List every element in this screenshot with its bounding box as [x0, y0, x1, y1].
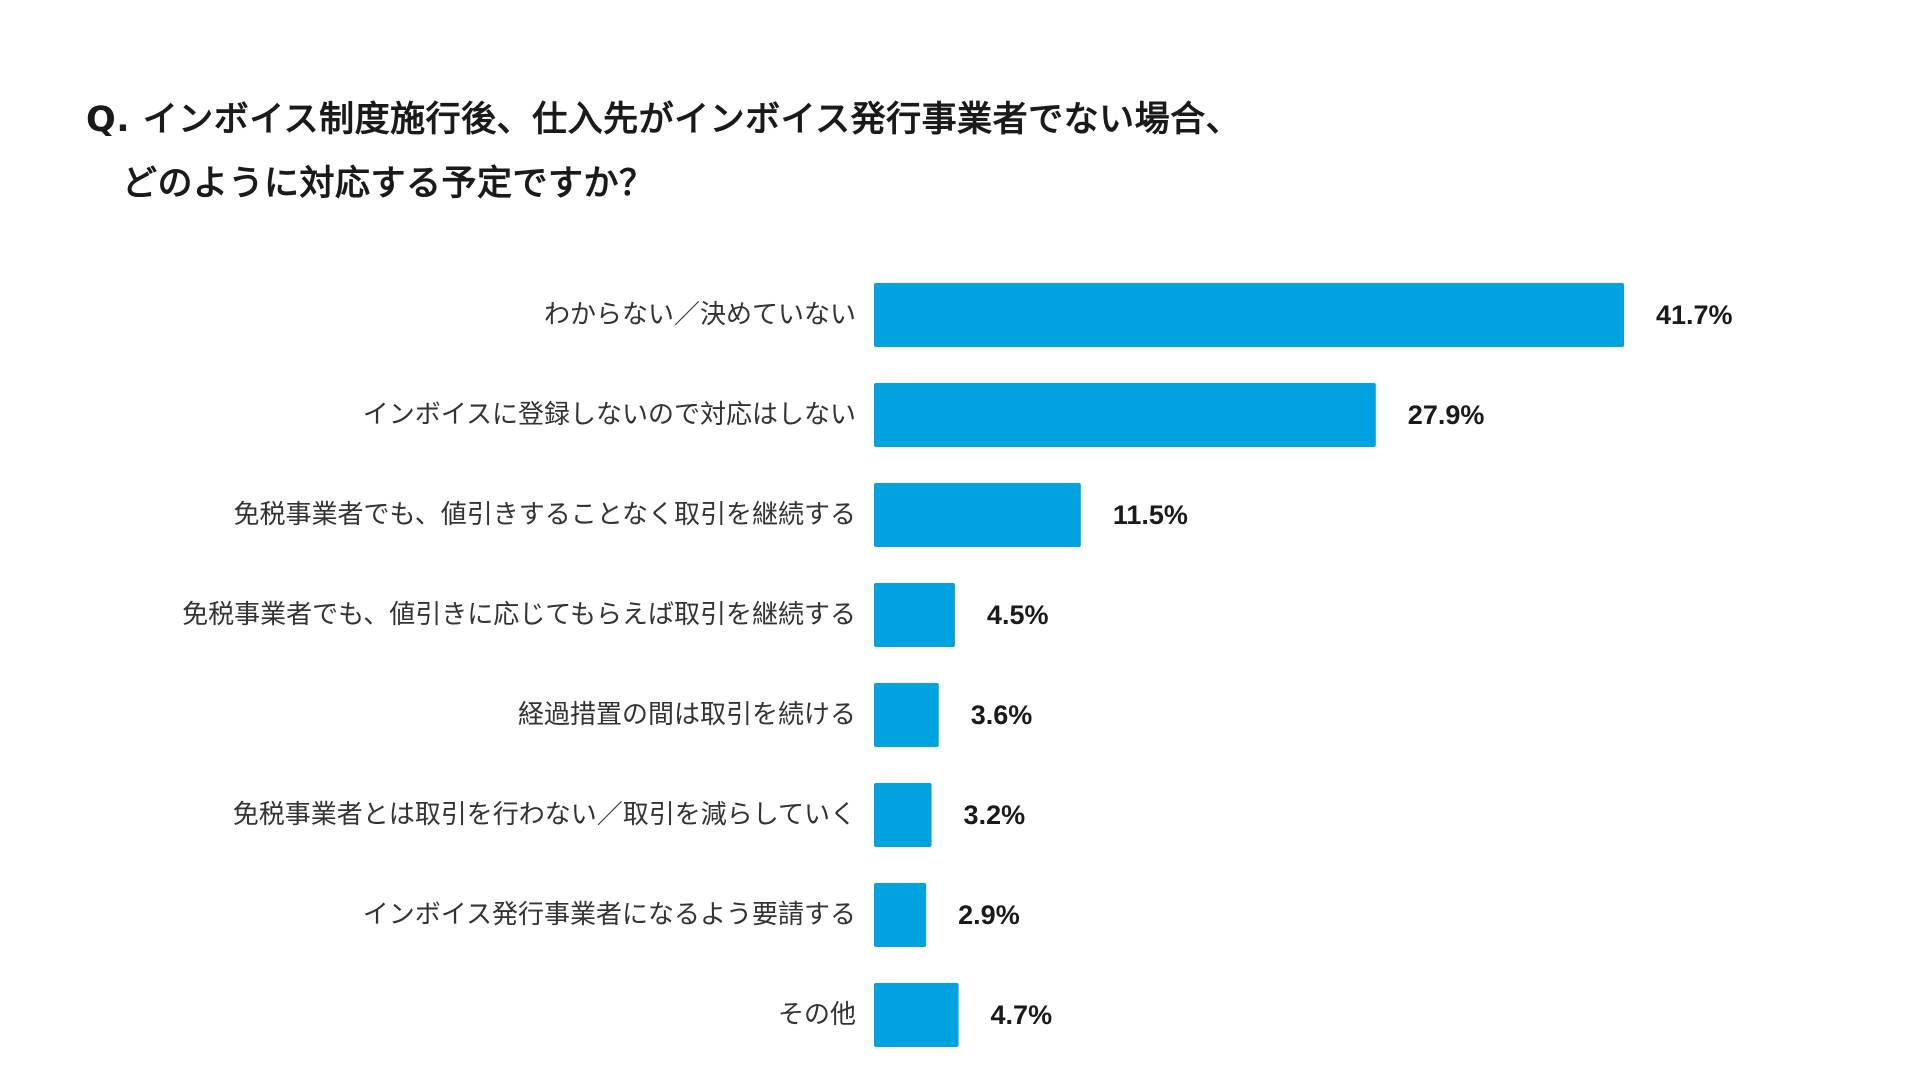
bar [874, 483, 1081, 547]
value-label: 4.5% [987, 600, 1049, 630]
category-label: 免税事業者とは取引を行わない／取引を減らしていく [233, 800, 856, 830]
question-line-1: Q. インボイス制度施行後、仕入先がインボイス発行事業者でない場合、 [86, 100, 1242, 140]
category-label: わからない／決めていない [544, 300, 856, 330]
value-label: 41.7% [1656, 300, 1733, 330]
value-label: 11.5% [1113, 500, 1188, 530]
bar [874, 683, 939, 747]
value-label: 27.9% [1408, 400, 1485, 430]
question-title: Q. インボイス制度施行後、仕入先がインボイス発行事業者でない場合、 どのように… [86, 88, 1241, 216]
bar [874, 983, 959, 1047]
value-label: 3.2% [964, 800, 1026, 830]
question-line-2: どのように対応する予定ですか？ [122, 164, 655, 204]
bar-group: その他 4.7% [778, 983, 1052, 1047]
bar [874, 883, 927, 947]
bar-group: 免税事業者でも、値引きに応じてもらえば取引を継続する 4.5% [182, 583, 1048, 647]
bar-group: 経過措置の間は取引を続ける 3.6% [518, 683, 1032, 747]
value-label: 2.9% [958, 900, 1020, 930]
bar [874, 583, 955, 647]
bar [874, 383, 1376, 447]
category-label: 経過措置の間は取引を続ける [518, 700, 856, 730]
bar-group: 免税事業者でも、値引きすることなく取引を継続する 11.5% [234, 483, 1188, 547]
bar [874, 783, 932, 847]
value-label: 3.6% [971, 700, 1033, 730]
category-label: インボイス発行事業者になるよう要請する [363, 900, 856, 930]
bar-group: インボイスに登録しないので対応はしない 27.9% [363, 383, 1485, 447]
category-label: 免税事業者でも、値引きに応じてもらえば取引を継続する [182, 600, 856, 630]
bar-group: わからない／決めていない 41.7% [544, 283, 1733, 347]
category-label: インボイスに登録しないので対応はしない [363, 400, 856, 430]
category-label: 免税事業者でも、値引きすることなく取引を継続する [234, 500, 856, 530]
category-label: その他 [778, 1000, 856, 1030]
bar [874, 283, 1624, 347]
bar-group: 免税事業者とは取引を行わない／取引を減らしていく 3.2% [233, 783, 1025, 847]
bar-group: インボイス発行事業者になるよう要請する 2.9% [363, 883, 1020, 947]
value-label: 4.7% [991, 1000, 1053, 1030]
